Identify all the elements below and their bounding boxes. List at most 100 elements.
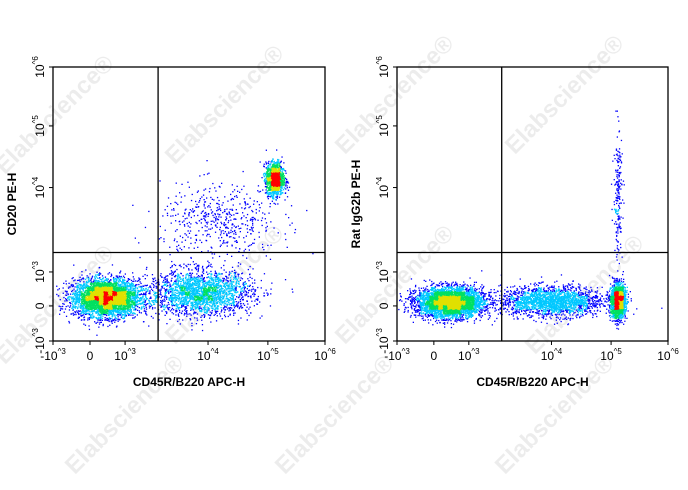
event-dot	[111, 311, 114, 313]
event-dot	[117, 292, 119, 294]
event-dot	[72, 296, 74, 298]
event-dot	[104, 317, 106, 319]
event-dot	[112, 319, 114, 321]
event-dot	[97, 298, 99, 301]
event-dot	[77, 285, 79, 287]
event-dot	[171, 271, 173, 273]
event-dot	[79, 279, 81, 281]
event-dot	[94, 321, 96, 323]
event-dot	[83, 319, 85, 321]
event-dot	[63, 297, 65, 299]
event-dot	[95, 281, 97, 283]
event-dot	[110, 279, 112, 281]
event-dot	[171, 312, 173, 314]
event-dot	[127, 278, 129, 280]
event-dot	[111, 299, 114, 301]
event-dot	[83, 293, 85, 295]
event-dot	[164, 278, 167, 280]
event-dot	[78, 296, 80, 298]
event-dot	[227, 277, 229, 279]
event-dot	[73, 313, 75, 316]
event-dot	[130, 294, 133, 296]
event-dot	[101, 302, 103, 304]
event-dot	[91, 310, 93, 313]
event-dot	[120, 316, 122, 318]
event-dot	[72, 289, 74, 292]
event-dot	[100, 321, 102, 323]
event-dot	[110, 313, 112, 315]
event-dot	[135, 308, 137, 310]
event-dots	[56, 149, 314, 336]
event-dot	[152, 283, 155, 286]
event-dot	[74, 304, 76, 306]
event-dot	[97, 289, 99, 291]
event-dot	[108, 308, 110, 310]
event-dot	[88, 313, 90, 316]
event-dot	[129, 288, 132, 290]
event-dot	[110, 273, 113, 275]
event-dot	[88, 325, 90, 327]
event-dot	[85, 312, 88, 314]
event-dot	[104, 307, 107, 309]
event-dot	[100, 317, 102, 319]
event-dot	[239, 299, 241, 301]
event-dot	[243, 291, 245, 293]
event-dot	[93, 291, 95, 293]
event-dot	[87, 312, 89, 314]
event-dot	[133, 278, 135, 280]
event-dot	[80, 306, 83, 308]
event-dot	[99, 277, 101, 279]
event-dot	[100, 301, 103, 303]
event-dot	[118, 279, 121, 281]
event-dot	[117, 287, 119, 289]
event-dot	[120, 314, 122, 316]
event-dot	[79, 285, 81, 287]
event-dot	[126, 280, 129, 282]
event-dot	[57, 295, 59, 297]
event-dot	[103, 305, 105, 307]
event-dot	[80, 304, 82, 306]
event-dot	[93, 298, 95, 300]
event-dot	[111, 318, 113, 320]
event-dot	[68, 296, 70, 298]
event-dot	[116, 305, 118, 307]
event-dot	[75, 301, 78, 303]
event-dot	[100, 278, 103, 281]
event-dot	[226, 306, 228, 308]
event-dot	[108, 297, 111, 299]
event-dot	[113, 286, 115, 288]
event-dot	[106, 282, 108, 285]
event-dot	[141, 301, 144, 303]
event-dot	[108, 289, 110, 292]
event-dot	[74, 279, 76, 281]
event-dot	[104, 285, 107, 287]
event-dot	[123, 305, 126, 307]
event-dot	[133, 292, 135, 295]
event-dot	[136, 295, 139, 297]
event-dot	[105, 305, 107, 307]
event-dot	[134, 316, 136, 318]
event-dot	[99, 302, 101, 304]
event-dot	[163, 298, 165, 300]
event-dot	[115, 287, 117, 289]
event-dot	[247, 268, 249, 271]
event-dot	[120, 297, 122, 299]
event-dot	[96, 271, 98, 273]
event-dot	[95, 276, 98, 278]
event-dot	[79, 289, 82, 291]
event-dot	[68, 298, 70, 300]
event-dot	[129, 283, 131, 286]
event-dot	[128, 310, 131, 312]
event-dot	[177, 273, 179, 275]
event-dot	[77, 310, 80, 312]
event-dot	[118, 288, 120, 290]
event-dot	[85, 303, 87, 305]
event-dot	[112, 307, 115, 309]
event-dot	[102, 315, 104, 317]
event-dot	[117, 310, 120, 312]
event-dot	[107, 273, 109, 275]
event-dot	[188, 269, 190, 271]
event-dot	[136, 287, 139, 290]
event-dot	[101, 299, 103, 301]
event-dot	[132, 276, 134, 278]
